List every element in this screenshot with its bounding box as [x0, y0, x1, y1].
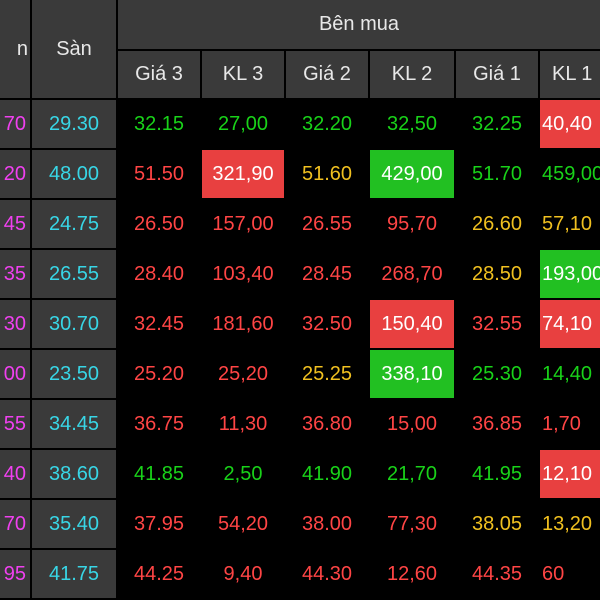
bid-price-1-cell: 28.50 — [456, 250, 538, 298]
bid-volume-2-cell: 338,10 — [370, 350, 454, 398]
header-prev-partial: n — [0, 0, 30, 98]
prev-price-cell: 30 — [0, 300, 30, 348]
floor-price-cell: 30.70 — [32, 300, 116, 348]
prev-price-cell: 45 — [0, 200, 30, 248]
bid-price-2-cell: 26.55 — [286, 200, 368, 248]
header-volume-2: KL 2 — [370, 51, 454, 98]
bid-volume-1-cell: 74,10 — [540, 300, 600, 348]
header-price-1: Giá 1 — [456, 51, 538, 98]
floor-price-cell: 35.40 — [32, 500, 116, 548]
bid-volume-2-cell: 21,70 — [370, 450, 454, 498]
bid-price-1-cell: 51.70 — [456, 150, 538, 198]
bid-volume-3-cell: 11,30 — [202, 400, 284, 448]
header-price-3: Giá 3 — [118, 51, 200, 98]
floor-price-cell: 38.60 — [32, 450, 116, 498]
bid-price-1-cell: 41.95 — [456, 450, 538, 498]
bid-volume-3-cell: 321,90 — [202, 150, 284, 198]
bid-volume-3-cell: 27,00 — [202, 100, 284, 148]
prev-price-cell: 70 — [0, 500, 30, 548]
prev-price-cell: 70 — [0, 100, 30, 148]
bid-volume-2-cell: 429,00 — [370, 150, 454, 198]
bid-price-2-cell: 32.20 — [286, 100, 368, 148]
bid-price-2-cell: 41.90 — [286, 450, 368, 498]
bid-volume-2-cell: 95,70 — [370, 200, 454, 248]
prev-price-cell: 95 — [0, 550, 30, 598]
bid-price-3-cell: 44.25 — [118, 550, 200, 598]
bid-volume-3-cell: 25,20 — [202, 350, 284, 398]
bid-price-3-cell: 41.85 — [118, 450, 200, 498]
bid-volume-1-cell: 60 — [540, 550, 600, 598]
prev-price-cell: 00 — [0, 350, 30, 398]
bid-price-2-cell: 36.80 — [286, 400, 368, 448]
bid-price-3-cell: 32.45 — [118, 300, 200, 348]
bid-volume-2-cell: 32,50 — [370, 100, 454, 148]
bid-volume-1-cell: 459,00 — [540, 150, 600, 198]
bid-volume-1-cell: 57,10 — [540, 200, 600, 248]
prev-price-cell: 20 — [0, 150, 30, 198]
floor-price-cell: 29.30 — [32, 100, 116, 148]
floor-price-cell: 24.75 — [32, 200, 116, 248]
bid-volume-2-cell: 15,00 — [370, 400, 454, 448]
bid-price-2-cell: 28.45 — [286, 250, 368, 298]
floor-price-cell: 26.55 — [32, 250, 116, 298]
bid-price-3-cell: 28.40 — [118, 250, 200, 298]
bid-volume-3-cell: 103,40 — [202, 250, 284, 298]
bid-volume-3-cell: 2,50 — [202, 450, 284, 498]
bid-price-3-cell: 36.75 — [118, 400, 200, 448]
bid-price-1-cell: 32.55 — [456, 300, 538, 348]
header-buy-side-group: Bên mua — [118, 0, 600, 49]
bid-price-3-cell: 26.50 — [118, 200, 200, 248]
header-volume-1-partial: KL 1 — [540, 51, 600, 98]
bid-volume-3-cell: 54,20 — [202, 500, 284, 548]
bid-price-1-cell: 32.25 — [456, 100, 538, 148]
bid-volume-1-cell: 1,70 — [540, 400, 600, 448]
bid-volume-1-cell: 12,10 — [540, 450, 600, 498]
bid-price-3-cell: 37.95 — [118, 500, 200, 548]
bid-volume-2-cell: 268,70 — [370, 250, 454, 298]
floor-price-cell: 34.45 — [32, 400, 116, 448]
bid-volume-1-cell: 14,40 — [540, 350, 600, 398]
bid-volume-1-cell: 13,20 — [540, 500, 600, 548]
bid-price-3-cell: 25.20 — [118, 350, 200, 398]
header-floor-price: Sàn — [32, 0, 116, 98]
floor-price-cell: 23.50 — [32, 350, 116, 398]
prev-price-cell: 35 — [0, 250, 30, 298]
bid-price-1-cell: 26.60 — [456, 200, 538, 248]
bid-volume-2-cell: 77,30 — [370, 500, 454, 548]
bid-volume-3-cell: 157,00 — [202, 200, 284, 248]
header-volume-3: KL 3 — [202, 51, 284, 98]
bid-price-3-cell: 32.15 — [118, 100, 200, 148]
bid-volume-3-cell: 9,40 — [202, 550, 284, 598]
bid-volume-3-cell: 181,60 — [202, 300, 284, 348]
bid-price-3-cell: 51.50 — [118, 150, 200, 198]
bid-volume-2-cell: 150,40 — [370, 300, 454, 348]
floor-price-cell: 48.00 — [32, 150, 116, 198]
bid-price-1-cell: 44.35 — [456, 550, 538, 598]
header-price-2: Giá 2 — [286, 51, 368, 98]
bid-price-2-cell: 38.00 — [286, 500, 368, 548]
bid-price-1-cell: 38.05 — [456, 500, 538, 548]
bid-volume-2-cell: 12,60 — [370, 550, 454, 598]
floor-price-cell: 41.75 — [32, 550, 116, 598]
bid-price-1-cell: 36.85 — [456, 400, 538, 448]
bid-price-2-cell: 51.60 — [286, 150, 368, 198]
prev-price-cell: 40 — [0, 450, 30, 498]
bid-price-2-cell: 44.30 — [286, 550, 368, 598]
bid-volume-1-cell: 193,00 — [540, 250, 600, 298]
prev-price-cell: 55 — [0, 400, 30, 448]
bid-price-1-cell: 25.30 — [456, 350, 538, 398]
bid-price-2-cell: 32.50 — [286, 300, 368, 348]
bid-price-2-cell: 25.25 — [286, 350, 368, 398]
bid-volume-1-cell: 40,40 — [540, 100, 600, 148]
